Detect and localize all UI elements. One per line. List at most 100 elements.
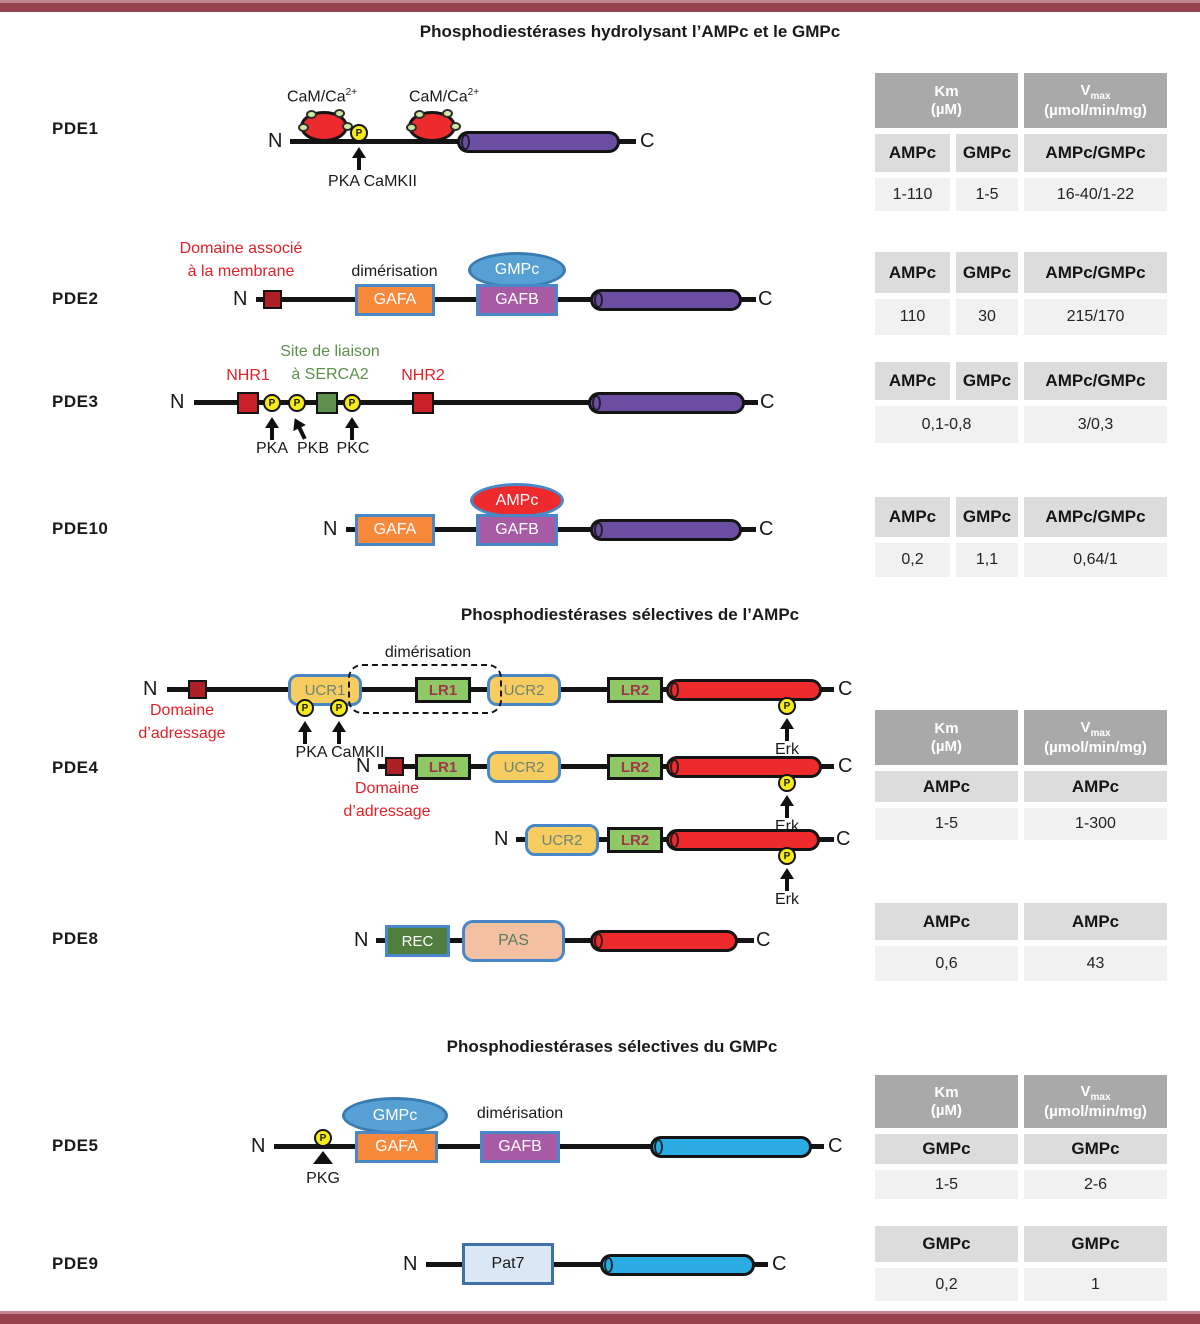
pde3-label: PDE3 xyxy=(52,392,99,411)
pde10-km-ampc: 0,2 xyxy=(875,543,950,577)
pde5-gafa-domain: GAFA xyxy=(355,1131,438,1163)
vmax-v: V xyxy=(1080,1082,1091,1100)
pde5-gmpc-ligand: GMPc xyxy=(342,1097,448,1134)
pde5-col-km: GMPc xyxy=(875,1134,1018,1164)
pde8-n-terminus: N xyxy=(354,929,369,951)
targeting-domain-icon xyxy=(385,757,404,776)
arrow-up-slanted-icon xyxy=(288,415,311,443)
pde10-col-ampc: AMPc xyxy=(875,497,950,537)
pde10-km-gmpc: 1,1 xyxy=(956,543,1018,577)
pde3-n-terminus: N xyxy=(170,391,185,413)
vmax-line2: (µmol/min/mg) xyxy=(1044,739,1147,757)
vmax-sub: max xyxy=(1090,727,1111,739)
pde3-km: 0,1-0,8 xyxy=(875,406,1018,443)
pde4b-n-terminus: N xyxy=(356,755,371,777)
targeting-domain-label-2: d’adressage xyxy=(343,803,431,820)
membrane-domain-label-2: à la membrane xyxy=(187,263,295,280)
targeting-domain-icon xyxy=(188,680,207,699)
calcium-dot xyxy=(306,110,317,119)
phospho-site-icon: P xyxy=(343,394,361,412)
pde1-col-gmpc: GMPc xyxy=(956,134,1018,172)
pde5-dimerisation-label: dimérisation xyxy=(476,1105,564,1122)
pde5-col-vmax: GMPc xyxy=(1024,1134,1167,1164)
calcium-dot xyxy=(298,123,309,132)
vmax-v: V xyxy=(1080,718,1091,736)
pde4b-backbone xyxy=(378,764,834,769)
pde4c-lr2-domain: LR2 xyxy=(607,827,663,853)
pde2-col-ampc: AMPc xyxy=(875,252,950,293)
arrow-up-icon xyxy=(780,718,794,742)
top-frame-bar xyxy=(0,0,1200,12)
pde4c-ucr2-domain: UCR2 xyxy=(525,824,599,856)
cam-ca-text: CaM/Ca xyxy=(286,88,346,106)
pde4-vmax: 1-300 xyxy=(1024,808,1167,840)
pde10-n-terminus: N xyxy=(323,518,338,540)
phospho-site-icon: P xyxy=(263,394,281,412)
section-title-dual: Phosphodiestérases hydrolysant l’AMPc et… xyxy=(419,22,841,41)
pde9-col-vmax: GMPc xyxy=(1024,1226,1167,1262)
phospho-site-icon: P xyxy=(778,774,796,792)
pde4c-catalytic-domain xyxy=(666,829,820,851)
phospho-site-icon: P xyxy=(288,394,306,412)
pde4b-lr2-domain: LR2 xyxy=(607,754,663,780)
pde4c-n-terminus: N xyxy=(494,828,509,850)
pde10-col-ratio: AMPc/GMPc xyxy=(1024,497,1167,537)
cam-ca-text: CaM/Ca xyxy=(408,88,468,106)
pde10-label: PDE10 xyxy=(52,519,109,538)
vmax-line1: Vmax xyxy=(1080,1083,1110,1104)
pde8-km: 0,6 xyxy=(875,946,1018,981)
arrow-up-icon xyxy=(313,1151,333,1164)
pde4-dimerisation-label: dimérisation xyxy=(384,644,472,661)
cam-ca-label-1: CaM/Ca2+ xyxy=(260,87,384,106)
pde9-c-terminus: C xyxy=(772,1253,787,1275)
calmodulin-domain-icon xyxy=(406,109,461,142)
vmax-header: Vmax (µmol/min/mg) xyxy=(1024,710,1167,765)
pde2-c-terminus: C xyxy=(758,288,773,310)
cam-ca-sup: 2+ xyxy=(467,87,480,98)
nhr2-label: NHR2 xyxy=(401,367,445,384)
pde5-catalytic-domain xyxy=(650,1136,812,1158)
pde8-backbone xyxy=(376,938,754,943)
phospho-site-icon: P xyxy=(296,699,314,717)
pde9-vmax: 1 xyxy=(1024,1268,1167,1301)
pde4a-lr1-domain: LR1 xyxy=(415,677,471,703)
dimerisation-dashed-box xyxy=(348,664,502,714)
arrow-up-icon xyxy=(332,721,346,745)
serca-label-1: Site de liaison xyxy=(280,343,380,360)
phospho-site-icon: P xyxy=(350,124,368,142)
pde8-rec-domain: REC xyxy=(385,925,450,957)
vmax-sub: max xyxy=(1090,90,1111,102)
pde4a-n-terminus: N xyxy=(143,678,158,700)
pde4-kinase-label: PKA CaMKII xyxy=(295,744,385,761)
km-header: Km (µM) xyxy=(875,1075,1018,1128)
section-title-gmpc: Phosphodiestérases sélectives du GMPc xyxy=(446,1037,778,1056)
pde4c-c-terminus: C xyxy=(836,828,851,850)
pde9-pat7-domain: Pat7 xyxy=(462,1243,554,1285)
calcium-dot xyxy=(450,122,461,131)
pde9-n-terminus: N xyxy=(403,1253,418,1275)
calcium-dot xyxy=(406,123,417,132)
vmax-header: Vmax (µmol/min/mg) xyxy=(1024,73,1167,128)
pde10-gafb-domain: GAFB xyxy=(476,514,558,546)
pde4a-c-terminus: C xyxy=(838,678,853,700)
pde10-catalytic-domain xyxy=(590,519,742,541)
pde2-km-ampc: 110 xyxy=(875,299,950,335)
km-line1: Km xyxy=(934,720,959,738)
pde4a-lr2-domain: LR2 xyxy=(607,677,663,703)
pde10-c-terminus: C xyxy=(759,518,774,540)
km-line2: (µM) xyxy=(930,1101,963,1119)
pka-label: PKA xyxy=(255,440,288,457)
pde3-vmax: 3/0,3 xyxy=(1024,406,1167,443)
calcium-dot xyxy=(442,109,453,118)
vmax-line2: (µmol/min/mg) xyxy=(1044,1103,1147,1121)
pde5-c-terminus: C xyxy=(828,1135,843,1157)
vmax-line2: (µmol/min/mg) xyxy=(1044,102,1147,120)
targeting-domain-label-1: Domaine xyxy=(149,702,215,719)
pde8-col-km: AMPc xyxy=(875,903,1018,940)
pde4-col-km: AMPc xyxy=(875,771,1018,802)
arrow-up-icon xyxy=(345,417,359,441)
pde4-col-vmax: AMPc xyxy=(1024,771,1167,802)
pde2-dimerisation-label: dimérisation xyxy=(351,263,438,280)
pde1-km-ampc: 1-110 xyxy=(875,178,950,211)
pde2-gafb-domain: GAFB xyxy=(476,284,558,316)
